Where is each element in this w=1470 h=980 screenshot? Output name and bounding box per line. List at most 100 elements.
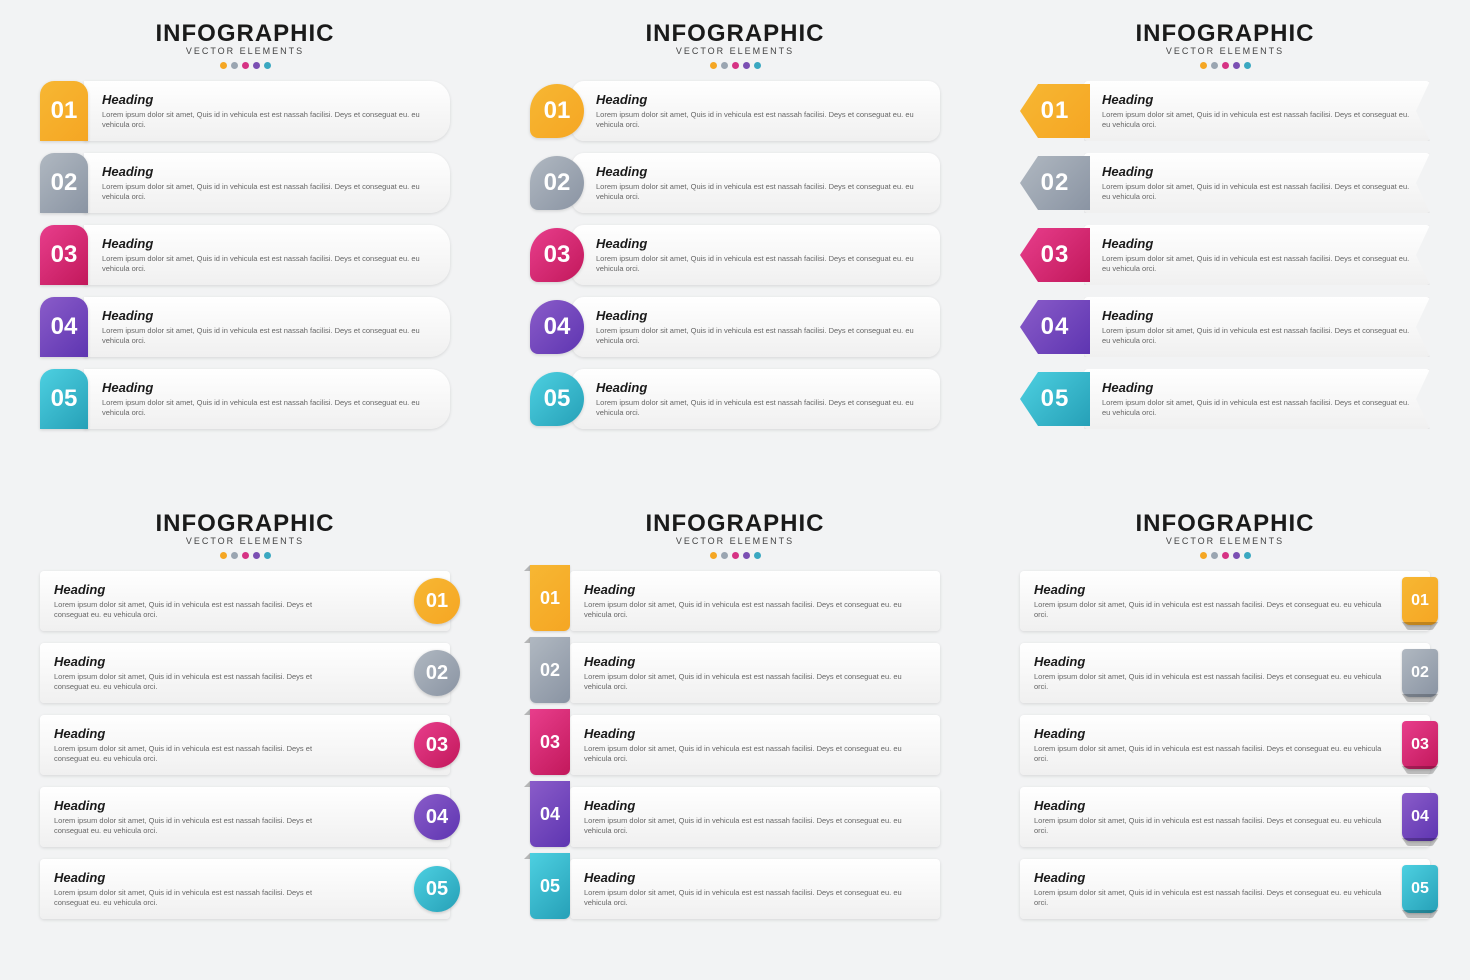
step-heading: Heading (102, 236, 436, 251)
step-heading: Heading (584, 870, 926, 885)
step-heading: Heading (1034, 726, 1382, 741)
item-list: 01 Heading Lorem ipsum dolor sit amet, Qui… (530, 81, 940, 429)
step-heading: Heading (102, 308, 436, 323)
list-item: HeadingLorem ipsum dolor sit amet, Quis … (40, 787, 450, 847)
step-body: Lorem ipsum dolor sit amet, Quis id in v… (1102, 254, 1416, 274)
step-badge-3: 03 (40, 225, 88, 285)
step-card: HeadingLorem ipsum dolor sit amet, Quis … (572, 225, 940, 285)
step-number: 04 (544, 313, 571, 341)
step-number: 01 (540, 588, 560, 609)
list-item: 05HeadingLorem ipsum dolor sit amet, Qui… (40, 369, 450, 429)
step-body: Lorem ipsum dolor sit amet, Quis id in v… (1034, 672, 1382, 692)
step-body: Lorem ipsum dolor sit amet, Quis id in v… (584, 744, 926, 764)
step-number: 01 (1041, 97, 1070, 125)
infographic-variant-4: INFOGRAPHICVECTOR ELEMENTS HeadingLorem i… (0, 490, 490, 980)
list-item: 04HeadingLorem ipsum dolor sit amet, Qui… (40, 297, 450, 357)
step-heading: Heading (584, 726, 926, 741)
step-badge-5: 05 (530, 372, 584, 426)
title: INFOGRAPHIC (40, 510, 450, 538)
step-badge-3: 03 (530, 228, 584, 282)
step-badge-1: 01 (40, 81, 88, 141)
step-heading: Heading (596, 380, 926, 395)
dot-5 (1244, 62, 1251, 69)
step-card: HeadingLorem ipsum dolor sit amet, Quis … (40, 643, 450, 703)
step-body: Lorem ipsum dolor sit amet, Quis id in v… (596, 398, 926, 418)
step-heading: Heading (596, 308, 926, 323)
dot-1 (1200, 552, 1207, 559)
dot-5 (264, 62, 271, 69)
list-item: 01 HeadingLorem ipsum dolor sit amet, Qui… (530, 571, 940, 631)
dot-4 (743, 552, 750, 559)
dot-1 (1200, 62, 1207, 69)
step-card: HeadingLorem ipsum dolor sit amet, Quis … (1020, 715, 1430, 775)
step-badge-4: 04 (1402, 793, 1438, 841)
step-heading: Heading (596, 236, 926, 251)
list-item: HeadingLorem ipsum dolor sit amet, Quis … (40, 859, 450, 919)
step-body: Lorem ipsum dolor sit amet, Quis id in v… (584, 888, 926, 908)
step-badge-2: 02 (1402, 649, 1438, 697)
step-number: 02 (1041, 169, 1070, 197)
step-card: HeadingLorem ipsum dolor sit amet, Quis … (40, 571, 450, 631)
list-item: 05HeadingLorem ipsum dolor sit amet, Qui… (530, 859, 940, 919)
dot-3 (732, 62, 739, 69)
list-item: 03HeadingLorem ipsum dolor sit amet, Qui… (40, 225, 450, 285)
step-badge-1: 01 (530, 84, 584, 138)
step-number: 05 (1041, 385, 1070, 413)
step-body: Lorem ipsum dolor sit amet, Quis id in v… (1034, 816, 1382, 836)
infographic-header: INFOGRAPHICVECTOR ELEMENTS (530, 20, 940, 69)
step-number: 02 (426, 662, 448, 685)
step-card: Heading Lorem ipsum dolor sit amet, Quis … (1020, 643, 1430, 703)
color-dots (40, 62, 450, 69)
step-heading: Heading (1102, 380, 1416, 395)
step-number: 02 (544, 169, 571, 197)
step-body: Lorem ipsum dolor sit amet, Quis id in v… (54, 744, 348, 764)
step-number: 04 (51, 313, 78, 341)
list-item: 05 Heading Lorem ipsum dolor sit amet, Qui… (530, 369, 940, 429)
step-heading: Heading (1034, 654, 1382, 669)
step-badge-5: 05 (1020, 372, 1090, 426)
item-list: 01HeadingLorem ipsum dolor sit amet, Qui… (1020, 81, 1430, 429)
list-item: 04HeadingLorem ipsum dolor sit amet, Qui… (530, 297, 940, 357)
step-body: Lorem ipsum dolor sit amet, Quis id in v… (102, 182, 436, 202)
step-card: HeadingLorem ipsum dolor sit amet, Quis … (84, 81, 450, 141)
infographic-header: INFOGRAPHICVECTOR ELEMENTS (40, 510, 450, 559)
step-card: HeadingLorem ipsum dolor sit amet, Quis … (40, 859, 450, 919)
step-card: HeadingLorem ipsum dolor sit amet, Quis … (572, 297, 940, 357)
dot-3 (242, 62, 249, 69)
step-heading: Heading (596, 164, 926, 179)
step-body: Lorem ipsum dolor sit amet, Quis id in v… (1034, 600, 1382, 620)
subtitle: VECTOR ELEMENTS (40, 536, 450, 546)
infographic-variant-6: INFOGRAPHICVECTOR ELEMENTSHeadingLorem i… (980, 490, 1470, 980)
list-item: 05HeadingLorem ipsum dolor sit amet, Qui… (1020, 369, 1430, 429)
title: INFOGRAPHIC (530, 20, 940, 48)
dot-1 (710, 62, 717, 69)
step-card: Heading Lorem ipsum dolor sit amet, Quis … (570, 715, 940, 775)
step-card: HeadingLorem ipsum dolor sit amet, Quis … (570, 571, 940, 631)
step-card: Heading Lorem ipsum dolor sit amet, Quis … (572, 369, 940, 429)
step-body: Lorem ipsum dolor sit amet, Quis id in v… (102, 398, 436, 418)
step-card: HeadingLorem ipsum dolor sit amet, Quis … (84, 153, 450, 213)
step-badge-3: 03 (414, 722, 460, 768)
step-heading: Heading (1034, 798, 1382, 813)
step-card: HeadingLorem ipsum dolor sit amet, Quis … (84, 297, 450, 357)
step-card: HeadingLorem ipsum dolor sit amet, Quis … (40, 787, 450, 847)
list-item: 02 Heading Lorem ipsum dolor sit amet, Qui… (1020, 153, 1430, 213)
list-item: 04HeadingLorem ipsum dolor sit amet, Qui… (1020, 297, 1430, 357)
dot-3 (242, 552, 249, 559)
step-badge-5: 05 (414, 866, 460, 912)
step-body: Lorem ipsum dolor sit amet, Quis id in v… (1102, 182, 1416, 202)
list-item: 02HeadingLorem ipsum dolor sit amet, Qui… (40, 153, 450, 213)
step-number: 03 (544, 241, 571, 269)
step-card: HeadingLorem ipsum dolor sit amet, Quis … (1084, 225, 1430, 285)
subtitle: VECTOR ELEMENTS (530, 46, 940, 56)
step-heading: Heading (102, 380, 436, 395)
list-item: 03HeadingLorem ipsum dolor sit amet, Qui… (530, 225, 940, 285)
list-item: 01HeadingLorem ipsum dolor sit amet, Qui… (40, 81, 450, 141)
step-badge-2: 02 (40, 153, 88, 213)
step-number: 05 (544, 385, 571, 413)
step-badge-1: 01 (1402, 577, 1438, 625)
step-body: Lorem ipsum dolor sit amet, Quis id in v… (596, 182, 926, 202)
dot-1 (220, 62, 227, 69)
list-item: Heading Lorem ipsum dolor sit amet, Quis … (1020, 643, 1430, 703)
step-heading: Heading (1102, 164, 1416, 179)
